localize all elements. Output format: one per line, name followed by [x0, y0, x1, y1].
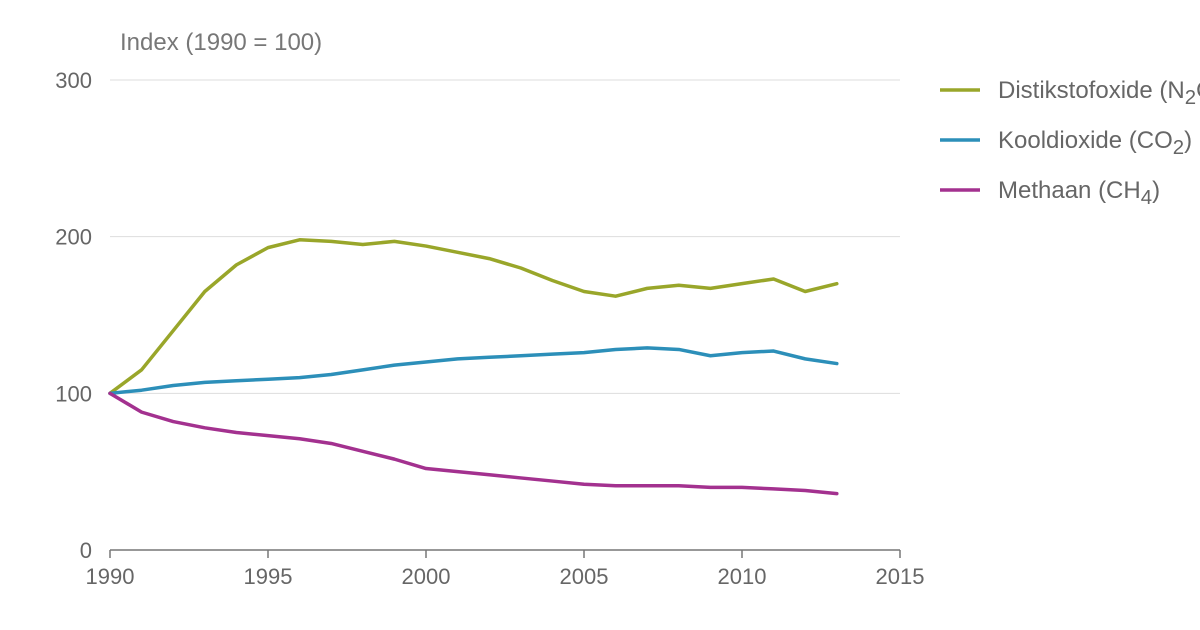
- y-tick-label: 100: [55, 381, 92, 406]
- x-tick-label: 2015: [876, 564, 925, 589]
- y-tick-label: 0: [80, 538, 92, 563]
- x-tick-label: 2000: [402, 564, 451, 589]
- line-chart: 0 100 200 300 1990 1995 2000 2005 2010 2015 Index …: [0, 0, 1200, 630]
- y-tick-label: 200: [55, 225, 92, 250]
- x-tick-label: 1995: [244, 564, 293, 589]
- y-tick-label: 300: [55, 68, 92, 93]
- chart-title: Index (1990 = 100): [120, 29, 322, 56]
- x-tick-label: 2005: [560, 564, 609, 589]
- x-tick-label: 1990: [86, 564, 135, 589]
- chart-container: 0 100 200 300 1990 1995 2000 2005 2010 2015 Index …: [0, 0, 1200, 630]
- x-tick-label: 2010: [718, 564, 767, 589]
